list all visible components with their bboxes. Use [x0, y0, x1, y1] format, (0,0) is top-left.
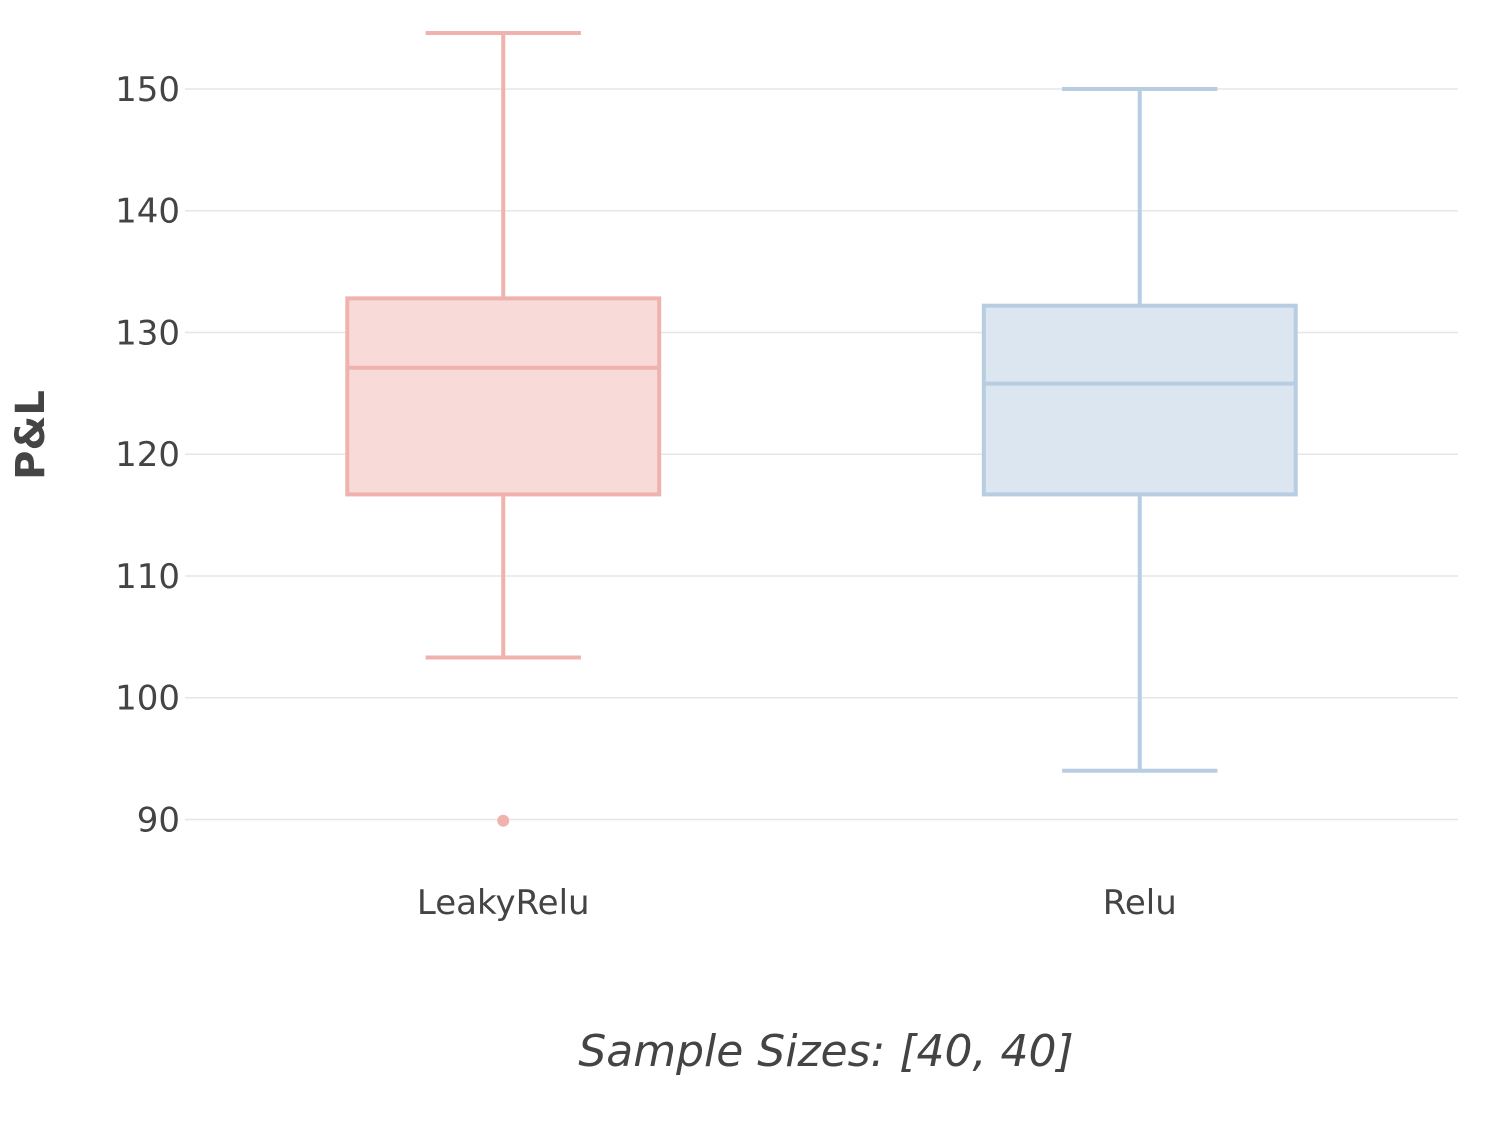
box-relu [981, 86, 1298, 773]
y-tick-label: 150 [115, 70, 180, 110]
y-tick-label: 120 [115, 435, 180, 475]
box-leakyrelu [345, 30, 662, 827]
y-tick-label: 140 [115, 192, 180, 232]
x-category-label: Relu [1103, 883, 1177, 923]
iqr-box [345, 296, 662, 497]
outlier-point [497, 814, 510, 827]
y-tick-label: 130 [115, 313, 180, 353]
boxes [345, 30, 1298, 827]
y-tick-label: 100 [115, 679, 180, 719]
x-category-label: LeakyRelu [417, 883, 590, 923]
y-axis-title: P&L [8, 390, 54, 480]
iqr-box [981, 303, 1298, 497]
y-tick-label: 110 [115, 557, 180, 597]
x-category-labels: LeakyRelu Relu [417, 883, 1177, 923]
y-tick-labels: 90 100 110 120 130 140 150 [115, 70, 180, 841]
y-tick-label: 90 [137, 800, 180, 840]
x-axis-title: Sample Sizes: [40, 40] [578, 1026, 1073, 1077]
